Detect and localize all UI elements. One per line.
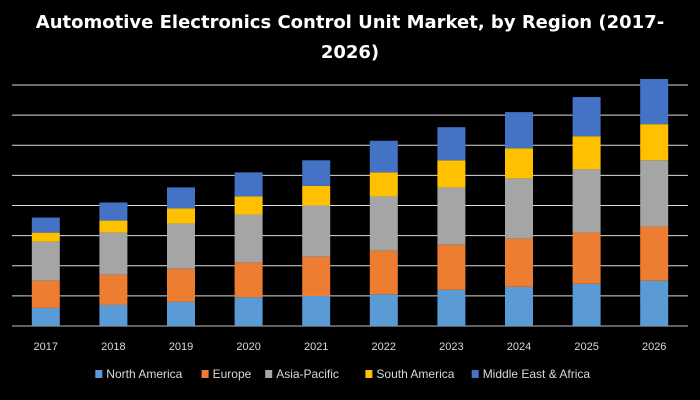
legend-swatch-middle-east-africa [471, 370, 479, 378]
bar-2024-south-america [505, 148, 533, 179]
x-tick-label-2022: 2022 [372, 341, 396, 353]
bar-2017-north-america [31, 307, 60, 326]
bar-2026-south-america [640, 124, 669, 161]
bar-2020-middle-east-africa [234, 172, 263, 197]
bar-2023-europe [437, 244, 466, 290]
x-tick-label-2019: 2019 [169, 341, 193, 353]
bar-2020-north-america [234, 297, 263, 326]
bar-2019-north-america [167, 301, 195, 326]
bar-2025-south-america [572, 136, 601, 170]
bar-2019-europe [167, 268, 195, 302]
bar-2021-asia-pacific [302, 205, 331, 257]
legend-swatch-europe [201, 370, 209, 378]
x-tick-label-2020: 2020 [236, 341, 260, 353]
chart-title-line-2: 2026) [320, 42, 380, 63]
legend-label-south-america: South America [376, 367, 454, 381]
x-tick-label-2021: 2021 [304, 341, 328, 353]
bar-2019-asia-pacific [167, 223, 195, 269]
legend-label-asia-pacific: Asia-Pacific [276, 367, 339, 381]
bar-2026-middle-east-africa [640, 78, 669, 125]
bar-2018-asia-pacific [99, 232, 128, 275]
legend: North America Europe Asia-Pacific South Ame… [95, 367, 590, 381]
bar-2024-middle-east-africa [505, 112, 533, 149]
x-tick-label-2017: 2017 [34, 341, 58, 353]
bar-2018-middle-east-africa [99, 202, 128, 221]
bar-2026-asia-pacific [640, 160, 669, 227]
x-tick-label-2018: 2018 [101, 341, 125, 353]
bar-2017-europe [31, 280, 60, 308]
chart-title: Automotive Electronics Control Unit Mark… [0, 8, 700, 68]
bar-2017-south-america [31, 232, 60, 242]
bar-2025-middle-east-africa [572, 97, 601, 137]
bar-2025-north-america [572, 283, 601, 326]
bar-2022-north-america [369, 294, 398, 326]
bar-2026-north-america [640, 280, 669, 326]
bar-2024-north-america [505, 286, 533, 326]
bar-2018-north-america [99, 304, 128, 326]
bar-2024-europe [505, 238, 533, 287]
bar-2019-south-america [167, 208, 195, 224]
x-tick-label-2023: 2023 [439, 341, 463, 353]
bar-2021-europe [302, 256, 331, 296]
bar-2023-middle-east-africa [437, 127, 466, 161]
legend-label-europe: Europe [213, 367, 252, 381]
legend-swatch-south-america [365, 370, 373, 378]
bar-2025-europe [572, 232, 601, 284]
legend-swatch-asia-pacific [265, 370, 273, 378]
legend-label-middle-east-africa: Middle East & Africa [483, 367, 591, 381]
bar-2021-south-america [302, 185, 331, 206]
bar-2023-north-america [437, 289, 466, 326]
bar-2020-asia-pacific [234, 214, 263, 263]
bar-2018-south-america [99, 220, 128, 233]
bar-2020-europe [234, 262, 263, 298]
bar-2026-europe [640, 226, 669, 281]
x-tick-label-2024: 2024 [507, 341, 531, 353]
bars [31, 78, 669, 326]
bar-2018-europe [99, 274, 128, 305]
bar-2023-south-america [437, 160, 466, 188]
bar-2021-north-america [302, 295, 331, 326]
bar-2017-middle-east-africa [31, 217, 60, 233]
bar-2017-asia-pacific [31, 241, 60, 281]
bar-2022-asia-pacific [369, 196, 398, 251]
bar-2022-south-america [369, 172, 398, 197]
bar-2024-asia-pacific [505, 178, 533, 239]
bar-2025-asia-pacific [572, 169, 601, 233]
chart-title-line-1: Automotive Electronics Control Unit Mark… [35, 12, 665, 33]
legend-label-north-america: North America [106, 367, 182, 381]
x-tick-label-2026: 2026 [642, 341, 666, 353]
x-axis: 2017 2018 2019 2020 2021 2022 2023 2024 2025 2026 [34, 341, 667, 353]
bar-2023-asia-pacific [437, 187, 466, 245]
bar-2022-middle-east-africa [369, 140, 398, 173]
legend-swatch-north-america [95, 370, 103, 378]
bar-2022-europe [369, 250, 398, 295]
bar-2019-middle-east-africa [167, 187, 195, 209]
x-tick-label-2025: 2025 [574, 341, 598, 353]
bar-2021-middle-east-africa [302, 160, 331, 186]
bar-2020-south-america [234, 196, 263, 215]
